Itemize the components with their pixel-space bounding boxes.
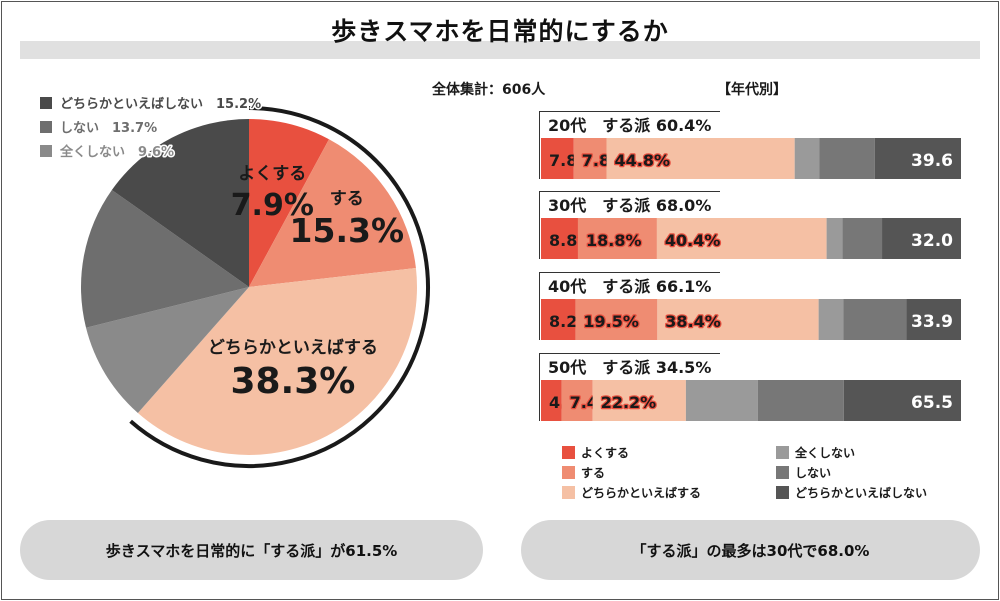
bar-segment-1-6 [874, 138, 961, 179]
bar-row-frame [539, 353, 540, 421]
pie-slice-1 [249, 119, 330, 287]
bar-legend-swatch-3 [562, 486, 575, 499]
bar-row-frame [539, 353, 720, 354]
bar-segment-3-3 [657, 299, 819, 340]
bar-segment-1-1 [541, 138, 574, 179]
bar-segment-4-3 [592, 380, 686, 421]
bar-not-do-total-3: 33.9 [911, 312, 953, 332]
bar-segment-2-1 [541, 218, 578, 259]
bar-legend-swatch-4 [776, 446, 789, 459]
pie-slice-2 [249, 139, 416, 287]
bar-segment-3-4 [818, 299, 844, 340]
bar-row-frame [539, 191, 720, 192]
bar-segment-4-5 [757, 380, 844, 421]
bar-segment-4-2 [561, 380, 593, 421]
page-title: 歩きスマホを日常的にするか [331, 17, 669, 46]
bar-legend-label-2: する [581, 466, 605, 480]
bar-segment-4-6 [843, 380, 961, 421]
bar-segment-2-6 [882, 218, 961, 259]
bar-legend-label-5: しない [795, 466, 831, 480]
pie-slice-value-3: 38.3% [230, 361, 355, 402]
bar-row-frame [539, 111, 540, 179]
bar-segment-2-2 [577, 218, 657, 259]
bar-segment-3-6 [906, 299, 961, 340]
bar-segment-3-2 [575, 299, 658, 340]
bar-segment-label-2-3: 40.4% [665, 231, 721, 250]
pie-legend-label-2: しない 13.7% [60, 121, 157, 136]
pie-legend-swatch-1 [40, 97, 52, 109]
pie-slice-label-2: する [330, 189, 364, 209]
pie-slice-3 [137, 268, 418, 456]
bar-segment-2-5 [842, 218, 883, 259]
bar-legend-label-3: どちらかといえばする [581, 485, 701, 500]
bar-row-header-1: 20代 する派 60.4% [548, 116, 711, 135]
bar-segment-3-5 [843, 299, 907, 340]
bar-legend-label-6: どちらかといえばしない [795, 485, 927, 500]
bar-not-do-total-1: 39.6 [911, 151, 953, 171]
bar-row-header-3: 40代 する派 66.1% [548, 277, 711, 296]
summary-left-pill: 歩きスマホを日常的に「する派」が61.5% [20, 520, 483, 580]
bar-row-frame [539, 111, 720, 112]
bar-row-frame [539, 191, 540, 259]
bar-segment-label-3-2: 19.5% [583, 312, 639, 331]
bar-not-do-total-4: 65.5 [911, 393, 953, 413]
bar-segment-label-3-3: 38.4% [665, 312, 721, 331]
title-band [20, 41, 980, 59]
bar-legend-swatch-1 [562, 446, 575, 459]
total-sample-label: 全体集計：606人 [432, 82, 546, 98]
bar-legend-swatch-5 [776, 466, 789, 479]
bar-segment-1-3 [606, 138, 795, 179]
bar-segment-1-5 [819, 138, 875, 179]
pie-legend-swatch-2 [40, 121, 52, 133]
pie-slice-value-1: 7.9% [231, 188, 314, 223]
bar-legend-label-4: 全くしない [794, 445, 855, 460]
summary-right-pill: 「する派」の最多は30代で68.0% [521, 520, 980, 580]
pie-slice-6 [111, 119, 249, 287]
bar-not-do-total-2: 32.0 [911, 231, 953, 251]
bar-segment-4-1 [541, 380, 562, 421]
pie-slice-4 [86, 287, 250, 414]
pie-slice-5 [81, 189, 249, 328]
pie-slice-value-2: 15.3% [290, 211, 405, 250]
bar-segment-2-3 [656, 218, 827, 259]
bar-segment-1-4 [794, 138, 820, 179]
bar-segment-3-1 [541, 299, 576, 340]
pie-slice-label-1: よくする [238, 164, 306, 184]
bar-legend-label-1: よくする [581, 446, 629, 460]
pie-legend-label-3: 全くしない 9.6% [59, 144, 174, 160]
bar-row-header-2: 30代 する派 68.0% [548, 196, 711, 215]
bar-legend-swatch-2 [562, 466, 575, 479]
pie-slice-label-3: どちらかといえばする [208, 338, 378, 358]
bar-segment-label-4-3: 22.2% [601, 393, 657, 412]
bar-segment-4-4 [685, 380, 758, 421]
bar-segment-label-2-2: 18.8% [586, 231, 642, 250]
bar-segment-1-2 [573, 138, 607, 179]
bar-segment-label-1-3: 44.8% [615, 151, 671, 170]
bar-row-frame [539, 272, 720, 273]
bar-segment-2-4 [826, 218, 843, 259]
bar-row-header-4: 50代 する派 34.5% [548, 358, 711, 377]
pie-legend-swatch-3 [40, 145, 52, 157]
bar-legend-swatch-6 [776, 486, 789, 499]
do-group-bracket [129, 106, 430, 468]
pie-legend-label-1: どちらかといえばしない 15.2% [60, 97, 261, 112]
bar-row-frame [539, 272, 540, 340]
age-breakdown-title: 【年代別】 [717, 82, 787, 98]
